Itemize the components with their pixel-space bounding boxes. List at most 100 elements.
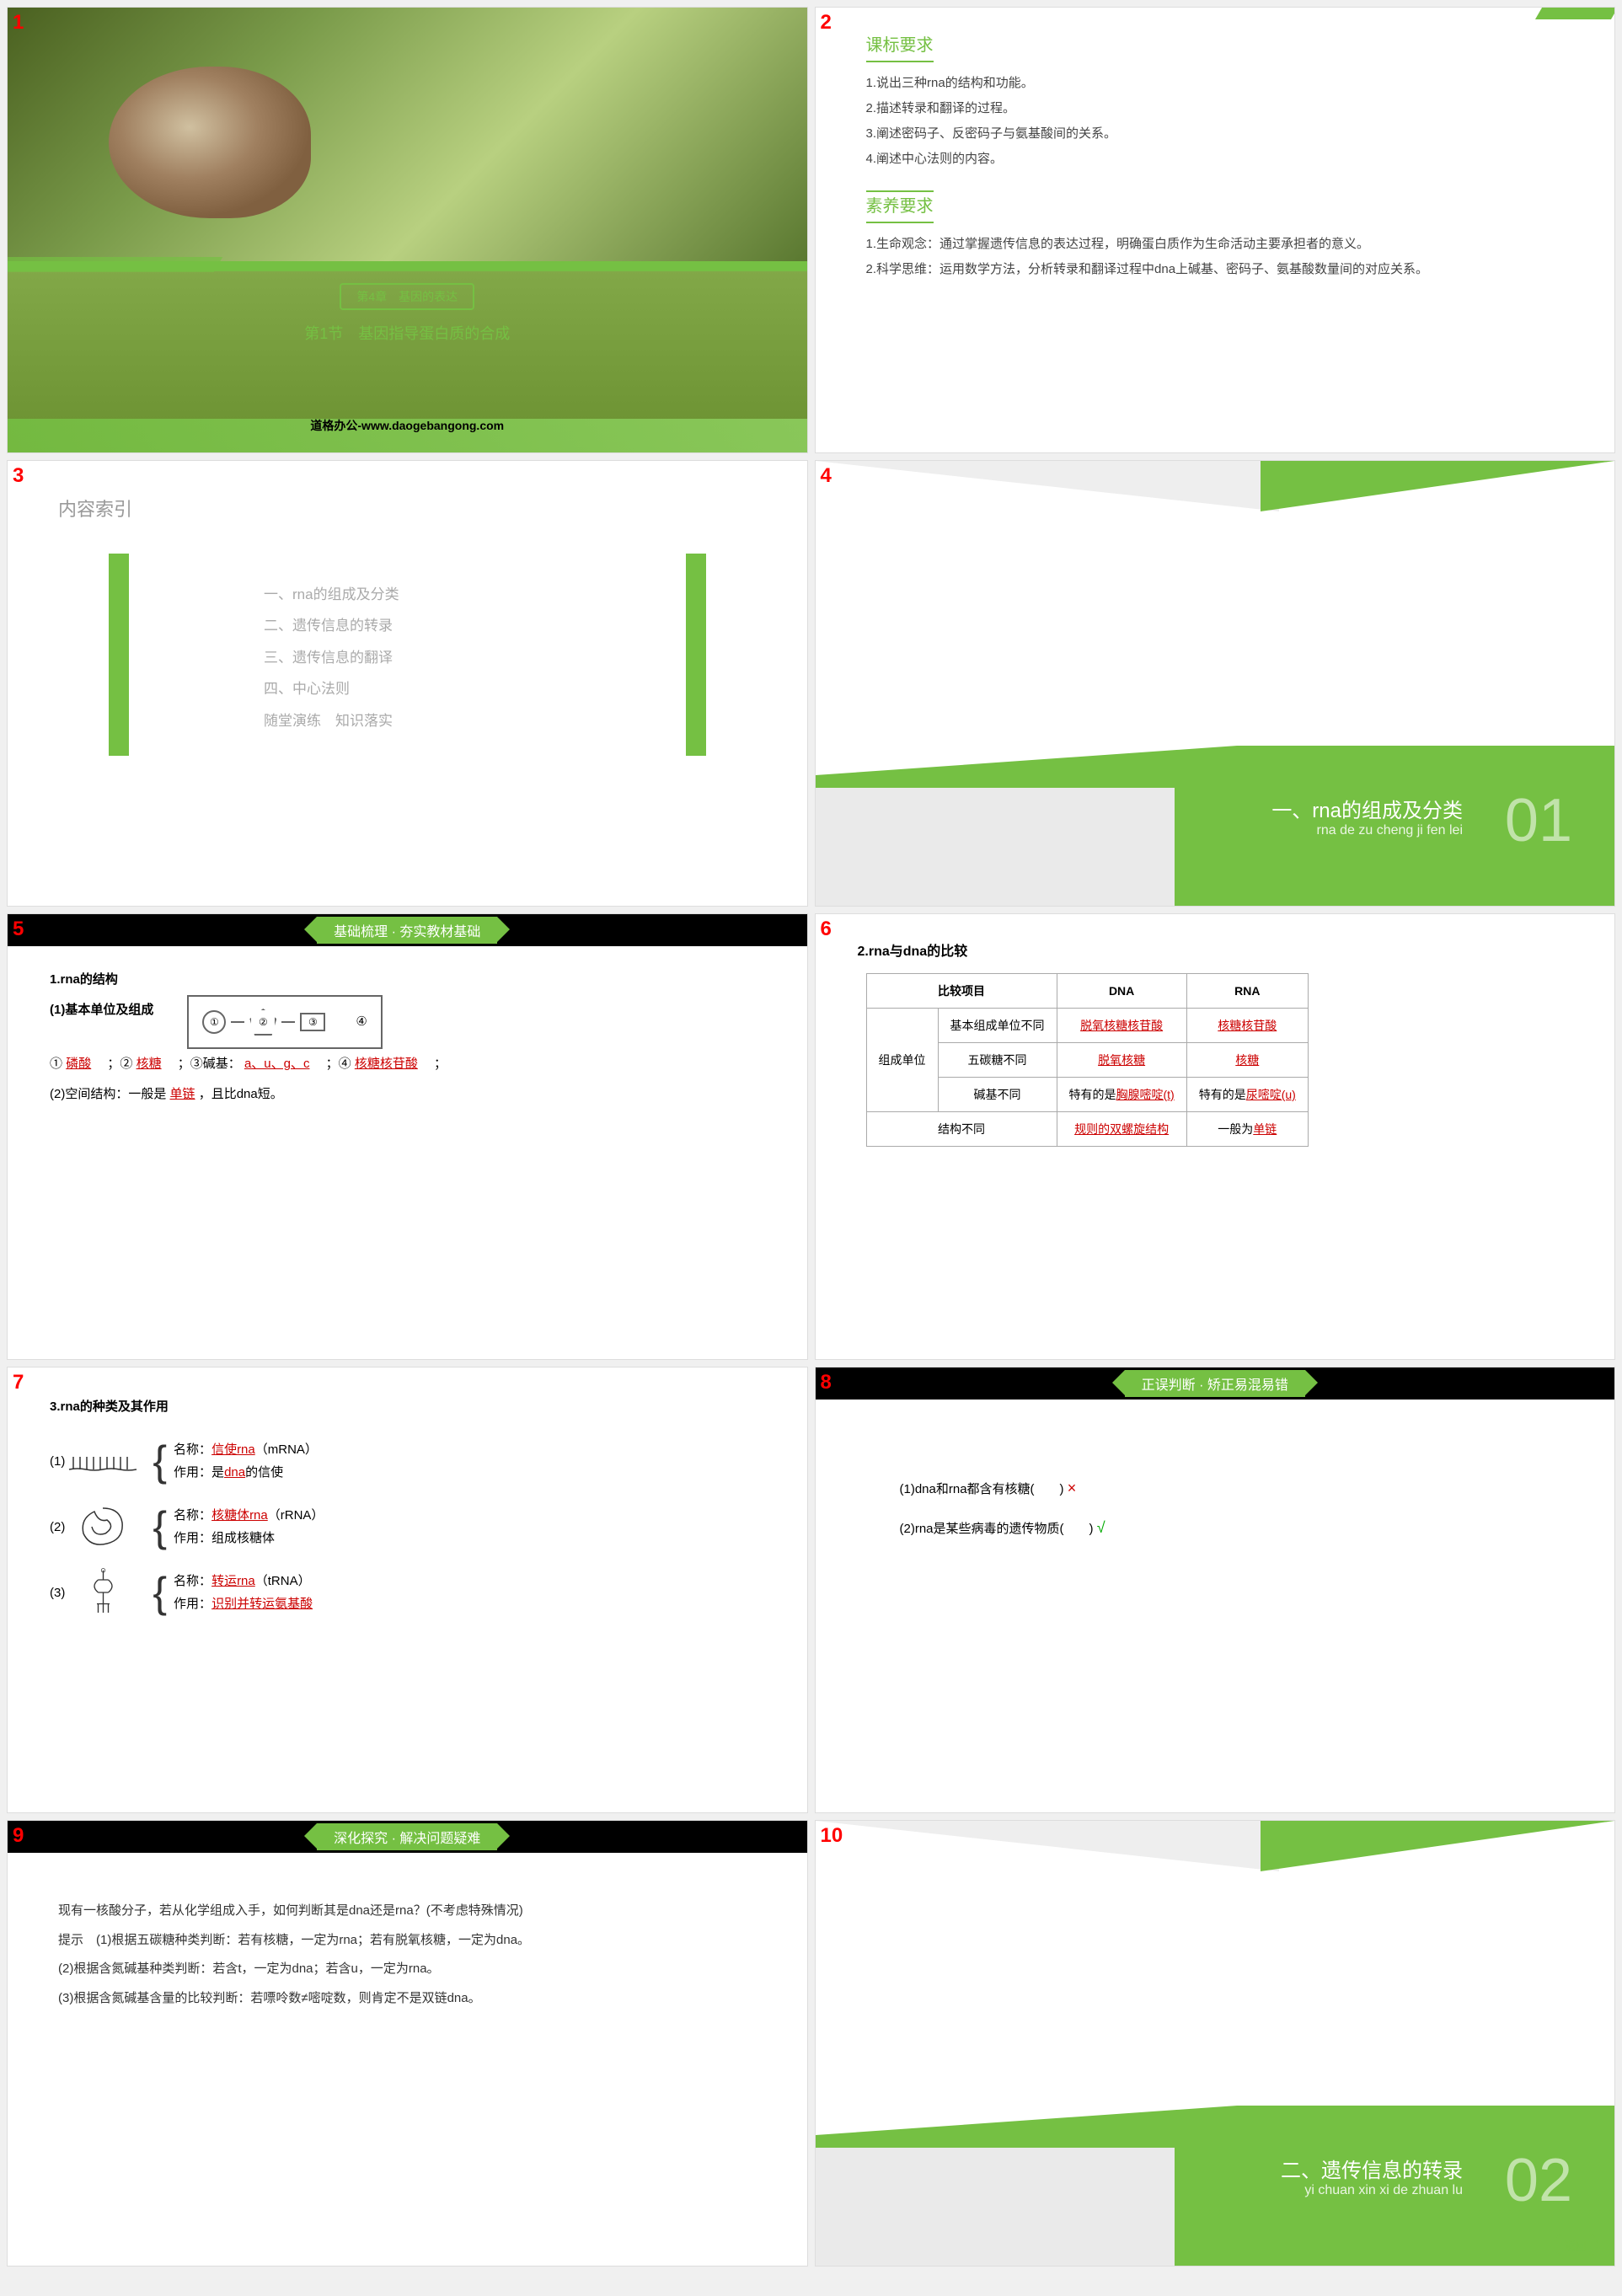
decor-bar	[696, 554, 706, 756]
list-item: 1.生命观念：通过掌握遗传信息的表达过程，明确蛋白质作为生命活动主要承担者的意义…	[866, 232, 1565, 257]
subheading: (1)基本单位及组成	[50, 995, 153, 1025]
slide-number: 5	[13, 918, 24, 941]
td-structure: 结构不同	[866, 1112, 1057, 1147]
slide-number: 1	[13, 11, 24, 35]
heading-literacy: 素养要求	[866, 190, 934, 223]
content-body: 现有一核酸分子，若从化学组成入手，如何判断其是dna还是rna？(不考虑特殊情况…	[58, 1897, 757, 2013]
section-number: 02	[1505, 2146, 1572, 2215]
literacy-list: 1.生命观念：通过掌握遗传信息的表达过程，明确蛋白质作为生命活动主要承担者的意义…	[866, 232, 1565, 282]
list-item: 3.阐述密码子、反密码子与氨基酸间的关系。	[866, 121, 1565, 147]
hero-photo	[8, 8, 807, 261]
slide-number: 7	[13, 1371, 24, 1394]
text-line: (2)根据含氮碱基种类判断：若含t，一定为dna；若含u，一定为rna。	[58, 1955, 757, 1984]
diagram-circle: ①	[202, 1010, 226, 1034]
table-title: 2.rna与dna的比较	[858, 939, 968, 960]
index-item[interactable]: 随堂演练 知识落实	[264, 705, 551, 736]
td-answer: 单链	[1253, 1122, 1277, 1136]
decor-gray	[816, 2148, 1175, 2266]
td-answer: 核糖	[1235, 1053, 1259, 1067]
slide-3: 3 内容索引 一、rna的组成及分类 二、遗传信息的转录 三、遗传信息的翻译 四…	[7, 460, 808, 907]
slide-1: 1 第4章 基因的表达 第1节 基因指导蛋白质的合成 道格办公-www.daog…	[7, 7, 808, 453]
tf-item: (1)dna和rna都含有核糖( ) ×	[900, 1469, 1565, 1508]
content-body: (1)dna和rna都含有核糖( ) × (2)rna是某些病毒的遗传物质( )…	[900, 1469, 1565, 1548]
brace-icon: {	[153, 1510, 167, 1544]
decor-bar	[109, 554, 119, 756]
return-button[interactable]: 返回	[1554, 2234, 1598, 2256]
chapter-label: 第4章 基因的表达	[340, 283, 474, 310]
td-answer: 脱氧核糖核苷酸	[1080, 1019, 1163, 1032]
index-box: 一、rna的组成及分类 二、遗传信息的转录 三、遗传信息的翻译 四、中心法则 随…	[109, 554, 706, 756]
brace-icon: {	[153, 1576, 167, 1609]
slide-4: 4 01 一、rna的组成及分类 rna de zu cheng ji fen …	[815, 460, 1616, 907]
index-item[interactable]: 二、遗传信息的转录	[264, 610, 551, 641]
td-answer: 胸腺嘧啶(t)	[1116, 1088, 1175, 1101]
answer-name: 核糖体rna	[211, 1508, 268, 1523]
decor-tri-green	[1261, 461, 1614, 511]
list-item: 2.科学思维：运用数学方法，分析转录和翻译过程中dna上碱基、密码子、氨基酸数量…	[866, 257, 1565, 282]
slide-2: 2 课标要求 1.说出三种rna的结构和功能。 2.描述转录和翻译的过程。 3.…	[815, 7, 1616, 453]
content-body: 3.rna的种类及其作用 (1) { 名称：信使rna（mRNA） 作用：是dn…	[50, 1393, 765, 1633]
slide-5: 5 基础梳理 · 夯实教材基础 1.rna的结构 (1)基本单位及组成 ① ② …	[7, 913, 808, 1360]
section-title-block: 二、遗传信息的转录 yi chuan xin xi de zhuan lu	[1281, 2154, 1463, 2198]
banner-text: 基础梳理 · 夯实教材基础	[317, 917, 497, 944]
td-answer: 核糖核苷酸	[1218, 1019, 1277, 1032]
item-index: (2)	[50, 1513, 65, 1541]
decor-corner	[1535, 8, 1615, 19]
slide-9: 9 深化探究 · 解决问题疑难 现有一核酸分子，若从化学组成入手，如何判断其是d…	[7, 1820, 808, 2267]
mark-wrong: ×	[1068, 1480, 1077, 1496]
item-index: (3)	[50, 1579, 65, 1607]
mrna-icon	[65, 1436, 141, 1486]
slide-number: 10	[821, 1824, 843, 1848]
diagram-pentagon: ②	[249, 1009, 276, 1036]
item-details: 名称：核糖体rna（rRNA） 作用：组成核糖体	[174, 1504, 324, 1549]
answer-role: dna	[224, 1465, 245, 1480]
decor-tri-green	[1261, 1821, 1614, 1871]
decor-band	[8, 261, 807, 271]
answer-role: 识别并转运氨基酸	[211, 1597, 313, 1611]
td-answer: 规则的双螺旋结构	[1074, 1122, 1169, 1136]
rna-type-item: (2) { 名称：核糖体rna（rRNA） 作用：组成核糖体	[50, 1501, 765, 1552]
text-line: 提示 (1)根据五碳糖种类判断：若有核糖，一定为rna；若有脱氧核糖，一定为dn…	[58, 1926, 757, 1956]
index-item[interactable]: 四、中心法则	[264, 673, 551, 704]
answer-ribose: 核糖	[137, 1057, 162, 1071]
slide-number: 9	[13, 1824, 24, 1848]
tf-text: (2)rna是某些病毒的遗传物质( )	[900, 1522, 1094, 1536]
answer-name: 信使rna	[211, 1442, 255, 1457]
text-line: (3)根据含氮碱基含量的比较判断：若嘌呤数≠嘧啶数，则肯定不是双链dna。	[58, 1984, 757, 2014]
td-answer: 尿嘧啶(u)	[1246, 1088, 1296, 1101]
list-item: 1.说出三种rna的结构和功能。	[866, 71, 1565, 96]
banner-text: 深化探究 · 解决问题疑难	[317, 1823, 497, 1850]
decor-tri-gray	[816, 1821, 1279, 1871]
th-compare: 比较项目	[866, 974, 1057, 1009]
content-block: 课标要求 1.说出三种rna的结构和功能。 2.描述转录和翻译的过程。 3.阐述…	[866, 31, 1565, 282]
tf-text: (1)dna和rna都含有核糖( )	[900, 1482, 1064, 1496]
section-banner: 深化探究 · 解决问题疑难	[8, 1821, 807, 1853]
item-index: (1)	[50, 1448, 65, 1475]
heading-standards: 课标要求	[866, 31, 934, 62]
answer-single-strand: 单链	[170, 1087, 195, 1101]
heading: 1.rna的结构	[50, 972, 118, 987]
slide-8: 8 正误判断 · 矫正易混易错 (1)dna和rna都含有核糖( ) × (2)…	[815, 1367, 1616, 1813]
item-details: 名称：转运rna（tRNA） 作用：识别并转运氨基酸	[174, 1570, 313, 1615]
th-rna: RNA	[1186, 974, 1308, 1009]
text-line: 现有一核酸分子，若从化学组成入手，如何判断其是dna还是rna？(不考虑特殊情况…	[58, 1897, 757, 1926]
tf-item: (2)rna是某些病毒的遗传物质( ) √	[900, 1508, 1565, 1548]
slide-number: 4	[821, 464, 832, 488]
section-title-pinyin: yi chuan xin xi de zhuan lu	[1281, 2183, 1463, 2198]
slide-number: 2	[821, 11, 832, 35]
item-details: 名称：信使rna（mRNA） 作用：是dna的信使	[174, 1438, 318, 1484]
slide-7: 7 3.rna的种类及其作用 (1) { 名称：信使rna（mRNA） 作用：是…	[7, 1367, 808, 1813]
answer-bases: a、u、g、c	[244, 1057, 310, 1071]
index-item[interactable]: 一、rna的组成及分类	[264, 579, 551, 610]
list-item: 4.阐述中心法则的内容。	[866, 147, 1565, 172]
banner-text: 正误判断 · 矫正易混易错	[1125, 1370, 1305, 1397]
list-item: 2.描述转录和翻译的过程。	[866, 96, 1565, 121]
content-body: 1.rna的结构 (1)基本单位及组成 ① ② ③ ④ ① 磷酸 ；② 核糖 ；…	[50, 965, 765, 1110]
td-sub: 碱基不同	[938, 1078, 1057, 1112]
title-block: 第4章 基因的表达 第1节 基因指导蛋白质的合成	[304, 283, 510, 344]
diagram-rect: ③	[300, 1013, 325, 1031]
decor-tri-gray	[816, 461, 1279, 511]
index-item[interactable]: 三、遗传信息的翻译	[264, 642, 551, 673]
th-dna: DNA	[1057, 974, 1186, 1009]
diagram-line	[231, 1021, 244, 1023]
